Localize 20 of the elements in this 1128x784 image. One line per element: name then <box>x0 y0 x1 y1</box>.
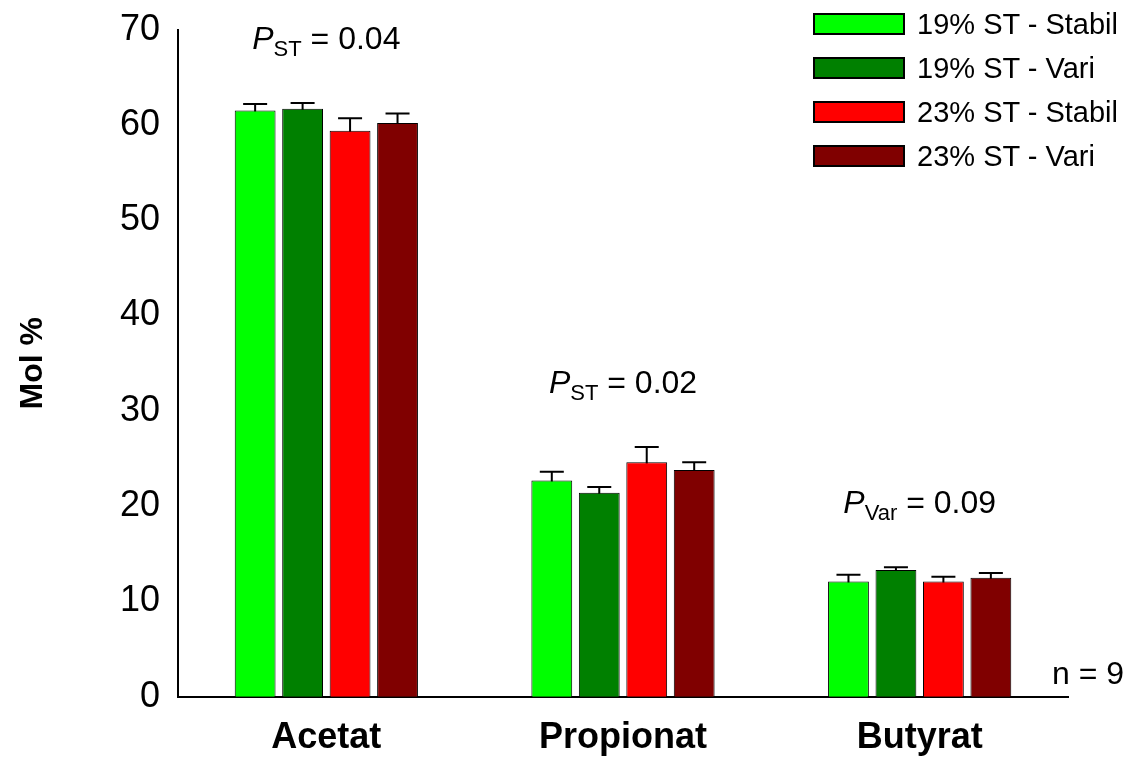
annotation: P$_{ST}$ = 0.04 <box>252 19 401 63</box>
y-tick-label: 20 <box>119 483 160 525</box>
x-tick-label: Acetat <box>271 715 382 757</box>
legend-label: 19% ST - Vari <box>917 51 1095 86</box>
x-tick-label: Butyrat <box>856 715 983 757</box>
y-tick-label: 60 <box>119 101 160 143</box>
legend-label: 23% ST - Vari <box>917 139 1095 174</box>
annotation: P$_{Var}$ = 0.09 <box>843 483 997 527</box>
x-tick-label: Propionat <box>539 715 708 757</box>
y-tick-label: 40 <box>119 292 160 334</box>
legend-label: 19% ST - Stabil <box>917 7 1118 42</box>
legend-label: 23% ST - Stabil <box>917 95 1118 130</box>
annotation: P$_{ST}$ = 0.02 <box>548 363 698 407</box>
y-tick-label: 10 <box>119 578 160 620</box>
y-axis-title: Mol % <box>13 316 50 410</box>
y-tick-label: 30 <box>119 387 160 429</box>
y-tick-label: 70 <box>119 6 160 48</box>
y-tick-label: 0 <box>139 673 160 715</box>
y-tick-label: 50 <box>119 197 160 239</box>
annotation: n = 9 <box>1051 654 1124 692</box>
